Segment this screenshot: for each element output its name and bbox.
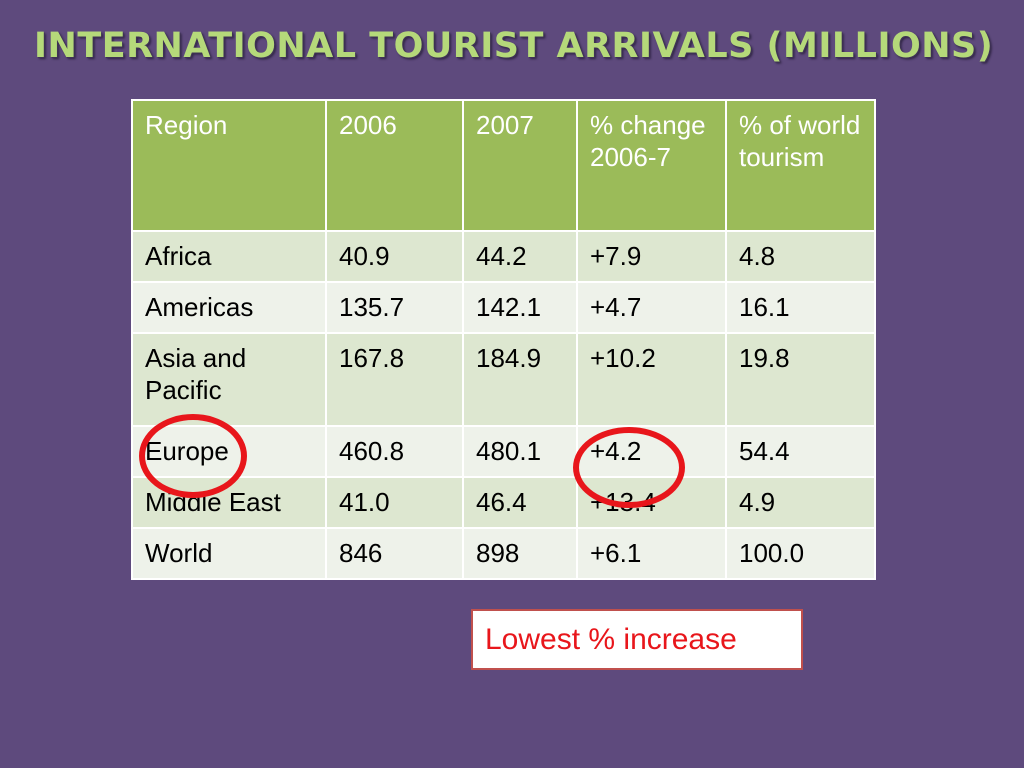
- cell-region: Europe: [131, 425, 327, 478]
- cell-percent-of-world: 54.4: [725, 425, 876, 478]
- cell-percent-change: +7.9: [576, 230, 727, 283]
- cell-percent-change: +4.2: [576, 425, 727, 478]
- table-row: Asia and Pacific 167.8 184.9 +10.2 19.8: [131, 332, 876, 427]
- tourism-table-container: Region 2006 2007 % change 2006-7 % of wo…: [131, 99, 876, 580]
- cell-2006: 40.9: [325, 230, 464, 283]
- cell-percent-change: +10.2: [576, 332, 727, 427]
- cell-2006: 167.8: [325, 332, 464, 427]
- cell-2007: 184.9: [462, 332, 578, 427]
- cell-2007: 480.1: [462, 425, 578, 478]
- table-row: Middle East 41.0 46.4 +13.4 4.9: [131, 476, 876, 529]
- cell-region: Middle East: [131, 476, 327, 529]
- cell-percent-of-world: 100.0: [725, 527, 876, 580]
- cell-percent-change: +6.1: [576, 527, 727, 580]
- cell-2006: 135.7: [325, 281, 464, 334]
- cell-percent-change: +13.4: [576, 476, 727, 529]
- cell-percent-of-world: 4.8: [725, 230, 876, 283]
- cell-region: Asia and Pacific: [131, 332, 327, 427]
- table-header-row: Region 2006 2007 % change 2006-7 % of wo…: [131, 99, 876, 232]
- cell-2006: 41.0: [325, 476, 464, 529]
- cell-2007: 44.2: [462, 230, 578, 283]
- lowest-increase-callout: Lowest % increase: [471, 609, 803, 670]
- cell-2007: 142.1: [462, 281, 578, 334]
- cell-percent-change: +4.7: [576, 281, 727, 334]
- cell-2006: 846: [325, 527, 464, 580]
- cell-region: Americas: [131, 281, 327, 334]
- table-row: Americas 135.7 142.1 +4.7 16.1: [131, 281, 876, 334]
- cell-percent-of-world: 19.8: [725, 332, 876, 427]
- slide-title: INTERNATIONAL TOURIST ARRIVALS (MILLIONS…: [34, 26, 994, 66]
- cell-2006: 460.8: [325, 425, 464, 478]
- table-row: Africa 40.9 44.2 +7.9 4.8: [131, 230, 876, 283]
- tourism-table: Region 2006 2007 % change 2006-7 % of wo…: [131, 99, 876, 580]
- cell-2007: 46.4: [462, 476, 578, 529]
- cell-2007: 898: [462, 527, 578, 580]
- header-2007: 2007: [462, 99, 578, 232]
- cell-region: Africa: [131, 230, 327, 283]
- cell-percent-of-world: 16.1: [725, 281, 876, 334]
- cell-region: World: [131, 527, 327, 580]
- header-region: Region: [131, 99, 327, 232]
- header-percent-change: % change 2006-7: [576, 99, 727, 232]
- table-row: World 846 898 +6.1 100.0: [131, 527, 876, 580]
- cell-percent-of-world: 4.9: [725, 476, 876, 529]
- header-2006: 2006: [325, 99, 464, 232]
- table-row: Europe 460.8 480.1 +4.2 54.4: [131, 425, 876, 478]
- header-percent-of-world: % of world tourism: [725, 99, 876, 232]
